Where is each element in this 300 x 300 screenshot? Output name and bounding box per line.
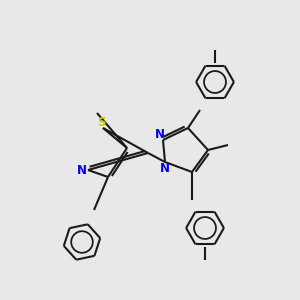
Text: S: S bbox=[97, 116, 105, 129]
Text: N: N bbox=[159, 162, 170, 175]
Text: N: N bbox=[155, 128, 165, 140]
Text: N: N bbox=[76, 164, 86, 176]
